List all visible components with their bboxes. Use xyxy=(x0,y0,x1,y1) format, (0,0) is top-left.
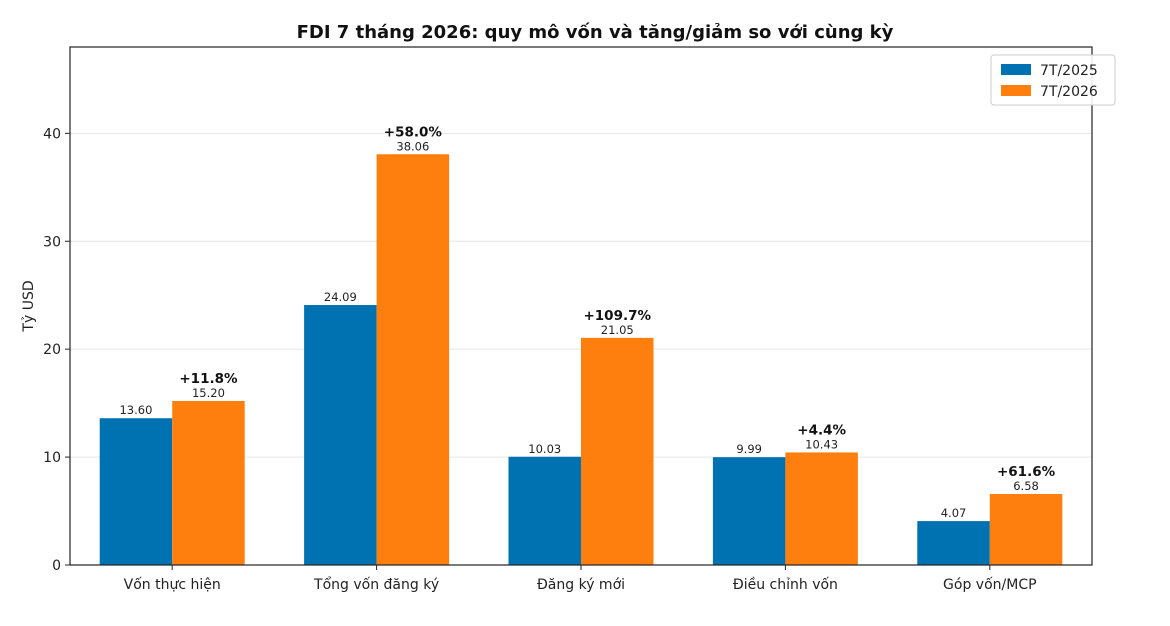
x-tick-label: Vốn thực hiện xyxy=(124,576,221,593)
bar-series-2 xyxy=(581,337,654,565)
x-tick-label: Đăng ký mới xyxy=(537,577,625,593)
y-tick-label: 20 xyxy=(43,342,61,358)
bar-series-2 xyxy=(172,400,245,565)
bar-value-label: 6.58 xyxy=(1013,479,1039,493)
axes: 0 10 20 30 40 Vốn thực hiện Tổng vốn đăng ký Đă… xyxy=(43,46,1093,593)
plot-frame xyxy=(69,46,1093,566)
bar-value-label: 21.05 xyxy=(601,323,634,337)
bar-series-1 xyxy=(304,305,377,565)
y-tick-label: 0 xyxy=(52,558,61,574)
y-tick-label: 40 xyxy=(43,126,61,142)
change-percent-label: +4.4% xyxy=(797,422,846,438)
bar-series-1 xyxy=(508,456,581,565)
change-percent-label: +11.8% xyxy=(179,371,238,387)
legend-swatch xyxy=(1001,64,1031,75)
x-tick-label: Điều chỉnh vốn xyxy=(733,576,838,593)
change-percent-label: +109.7% xyxy=(583,308,651,324)
change-percent-label: +61.6% xyxy=(997,464,1056,480)
y-tick-label: 10 xyxy=(43,450,61,466)
data-labels: 13.60 15.20+11.8% 24.09 38.06+58.0% 10.03 21.… xyxy=(119,124,1055,520)
x-tick-label: Góp vốn/MCP xyxy=(943,576,1037,593)
legend-swatch xyxy=(1001,85,1031,96)
bar-series-1 xyxy=(917,521,990,565)
bar-value-label: 24.09 xyxy=(324,290,357,304)
y-tick-label: 30 xyxy=(43,234,61,250)
bar-value-label: 10.43 xyxy=(805,437,838,451)
bar-value-label: 10.03 xyxy=(528,442,561,456)
legend-entry: 7T/2025 xyxy=(1040,63,1098,79)
legend: 7T/2025 7T/2026 xyxy=(990,54,1116,106)
bar-series-2 xyxy=(785,452,858,565)
y-axis-label: Tỷ USD xyxy=(21,280,37,332)
chart-title: FDI 7 tháng 2026: quy mô vốn và tăng/giả… xyxy=(297,22,894,43)
bar-value-label: 38.06 xyxy=(396,139,429,153)
bar-series-1 xyxy=(712,457,786,565)
bar-value-label: 4.07 xyxy=(941,506,967,520)
bar-value-label: 15.20 xyxy=(192,386,225,400)
bar-series-2 xyxy=(376,154,450,565)
bar-series-1 xyxy=(99,418,173,565)
bar-series-2 xyxy=(989,493,1063,565)
legend-entry: 7T/2026 xyxy=(1040,84,1098,100)
change-percent-label: +58.0% xyxy=(384,124,443,140)
x-tick-label: Tổng vốn đăng ký xyxy=(313,576,439,593)
bars xyxy=(99,154,1063,565)
bar-value-label: 9.99 xyxy=(736,442,762,456)
bar-value-label: 13.60 xyxy=(119,403,152,417)
